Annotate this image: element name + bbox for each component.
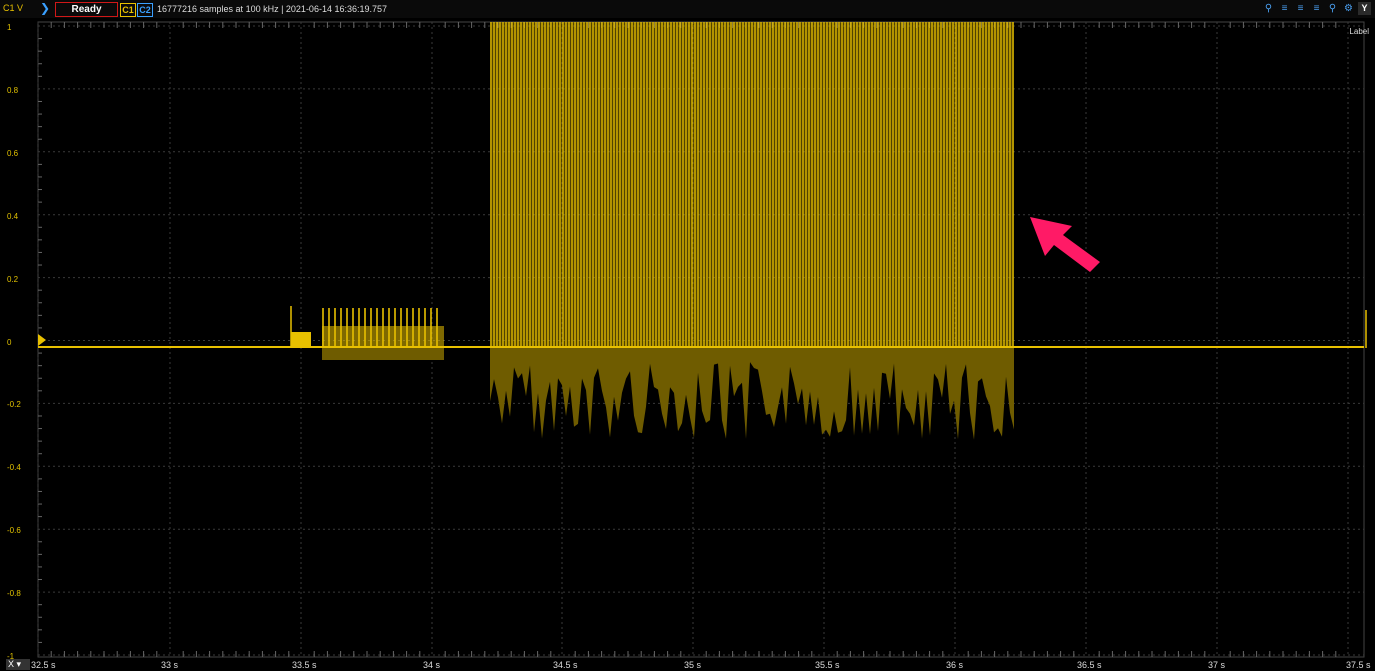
x-tick-label: 35 s — [684, 660, 702, 670]
main-burst-envelope — [490, 347, 1014, 440]
channel-axis-label: C1 V — [3, 3, 24, 13]
run-arrow-icon[interactable]: ❯ — [40, 1, 51, 15]
y-tick-label: 0.2 — [7, 274, 19, 284]
x-tick-label: 36 s — [946, 660, 964, 670]
burst2-envelope — [322, 346, 444, 360]
zoom-in-icon[interactable]: ⚲ — [1264, 3, 1273, 14]
channel1-toggle[interactable]: C1 — [120, 3, 136, 17]
label-text: Label — [1349, 27, 1369, 36]
x-tick-label: 37 s — [1208, 660, 1226, 670]
trigger-marker — [38, 334, 46, 346]
x-tick-label: 32.5 s — [31, 660, 56, 670]
y-tick-label: -1 — [7, 652, 15, 661]
y-tick-label: 0.6 — [7, 148, 19, 158]
align-bottom-icon[interactable]: ≡ — [1313, 3, 1320, 14]
gear-icon[interactable]: ⚙ — [1344, 3, 1353, 14]
y-tick-label: -0.8 — [7, 589, 21, 599]
align-top-icon[interactable]: ≡ — [1281, 3, 1288, 14]
y-tick-label: 1 — [7, 23, 12, 32]
y-tick-label: -0.2 — [7, 400, 21, 410]
view-tools: ⚲ ≡ ≡ ≡ ⚲ ⚙ Y — [1262, 2, 1371, 16]
x-tick-label: 36.5 s — [1077, 660, 1102, 670]
signal-envelope — [322, 346, 1014, 440]
y-tick-label: 0.4 — [7, 211, 19, 221]
channel2-toggle[interactable]: C2 — [137, 3, 153, 17]
x-tick-label: 37.5 s — [1346, 660, 1371, 670]
x-tick-label: 33.5 s — [292, 660, 317, 670]
y-tick-label: -0.4 — [7, 463, 21, 473]
x-tick-label: 33 s — [161, 660, 179, 670]
align-middle-icon[interactable]: ≡ — [1297, 3, 1304, 14]
x-tick-label: 34 s — [423, 660, 441, 670]
x-tick-label: 34.5 s — [553, 660, 578, 670]
x-tick-label: 35.5 s — [815, 660, 840, 670]
acquisition-info: 16777216 samples at 100 kHz | 2021-06-14… — [157, 4, 388, 14]
y-axis-button[interactable]: Y — [1358, 2, 1371, 15]
annotation-arrow — [1030, 217, 1100, 272]
y-tick-label: 0.8 — [7, 85, 19, 95]
zoom-out-icon[interactable]: ⚲ — [1328, 3, 1337, 14]
x-axis-button[interactable]: X ▾ — [6, 659, 30, 670]
y-tick-label: 0 — [7, 337, 12, 347]
burst-block — [291, 332, 311, 346]
acquisition-status-button[interactable]: Ready — [55, 2, 118, 17]
signal-trace — [38, 22, 1364, 348]
top-toolbar: C1 V ❯ Ready C1 C2 16777216 samples at 1… — [0, 0, 1375, 18]
y-tick-label: -0.6 — [7, 526, 21, 536]
